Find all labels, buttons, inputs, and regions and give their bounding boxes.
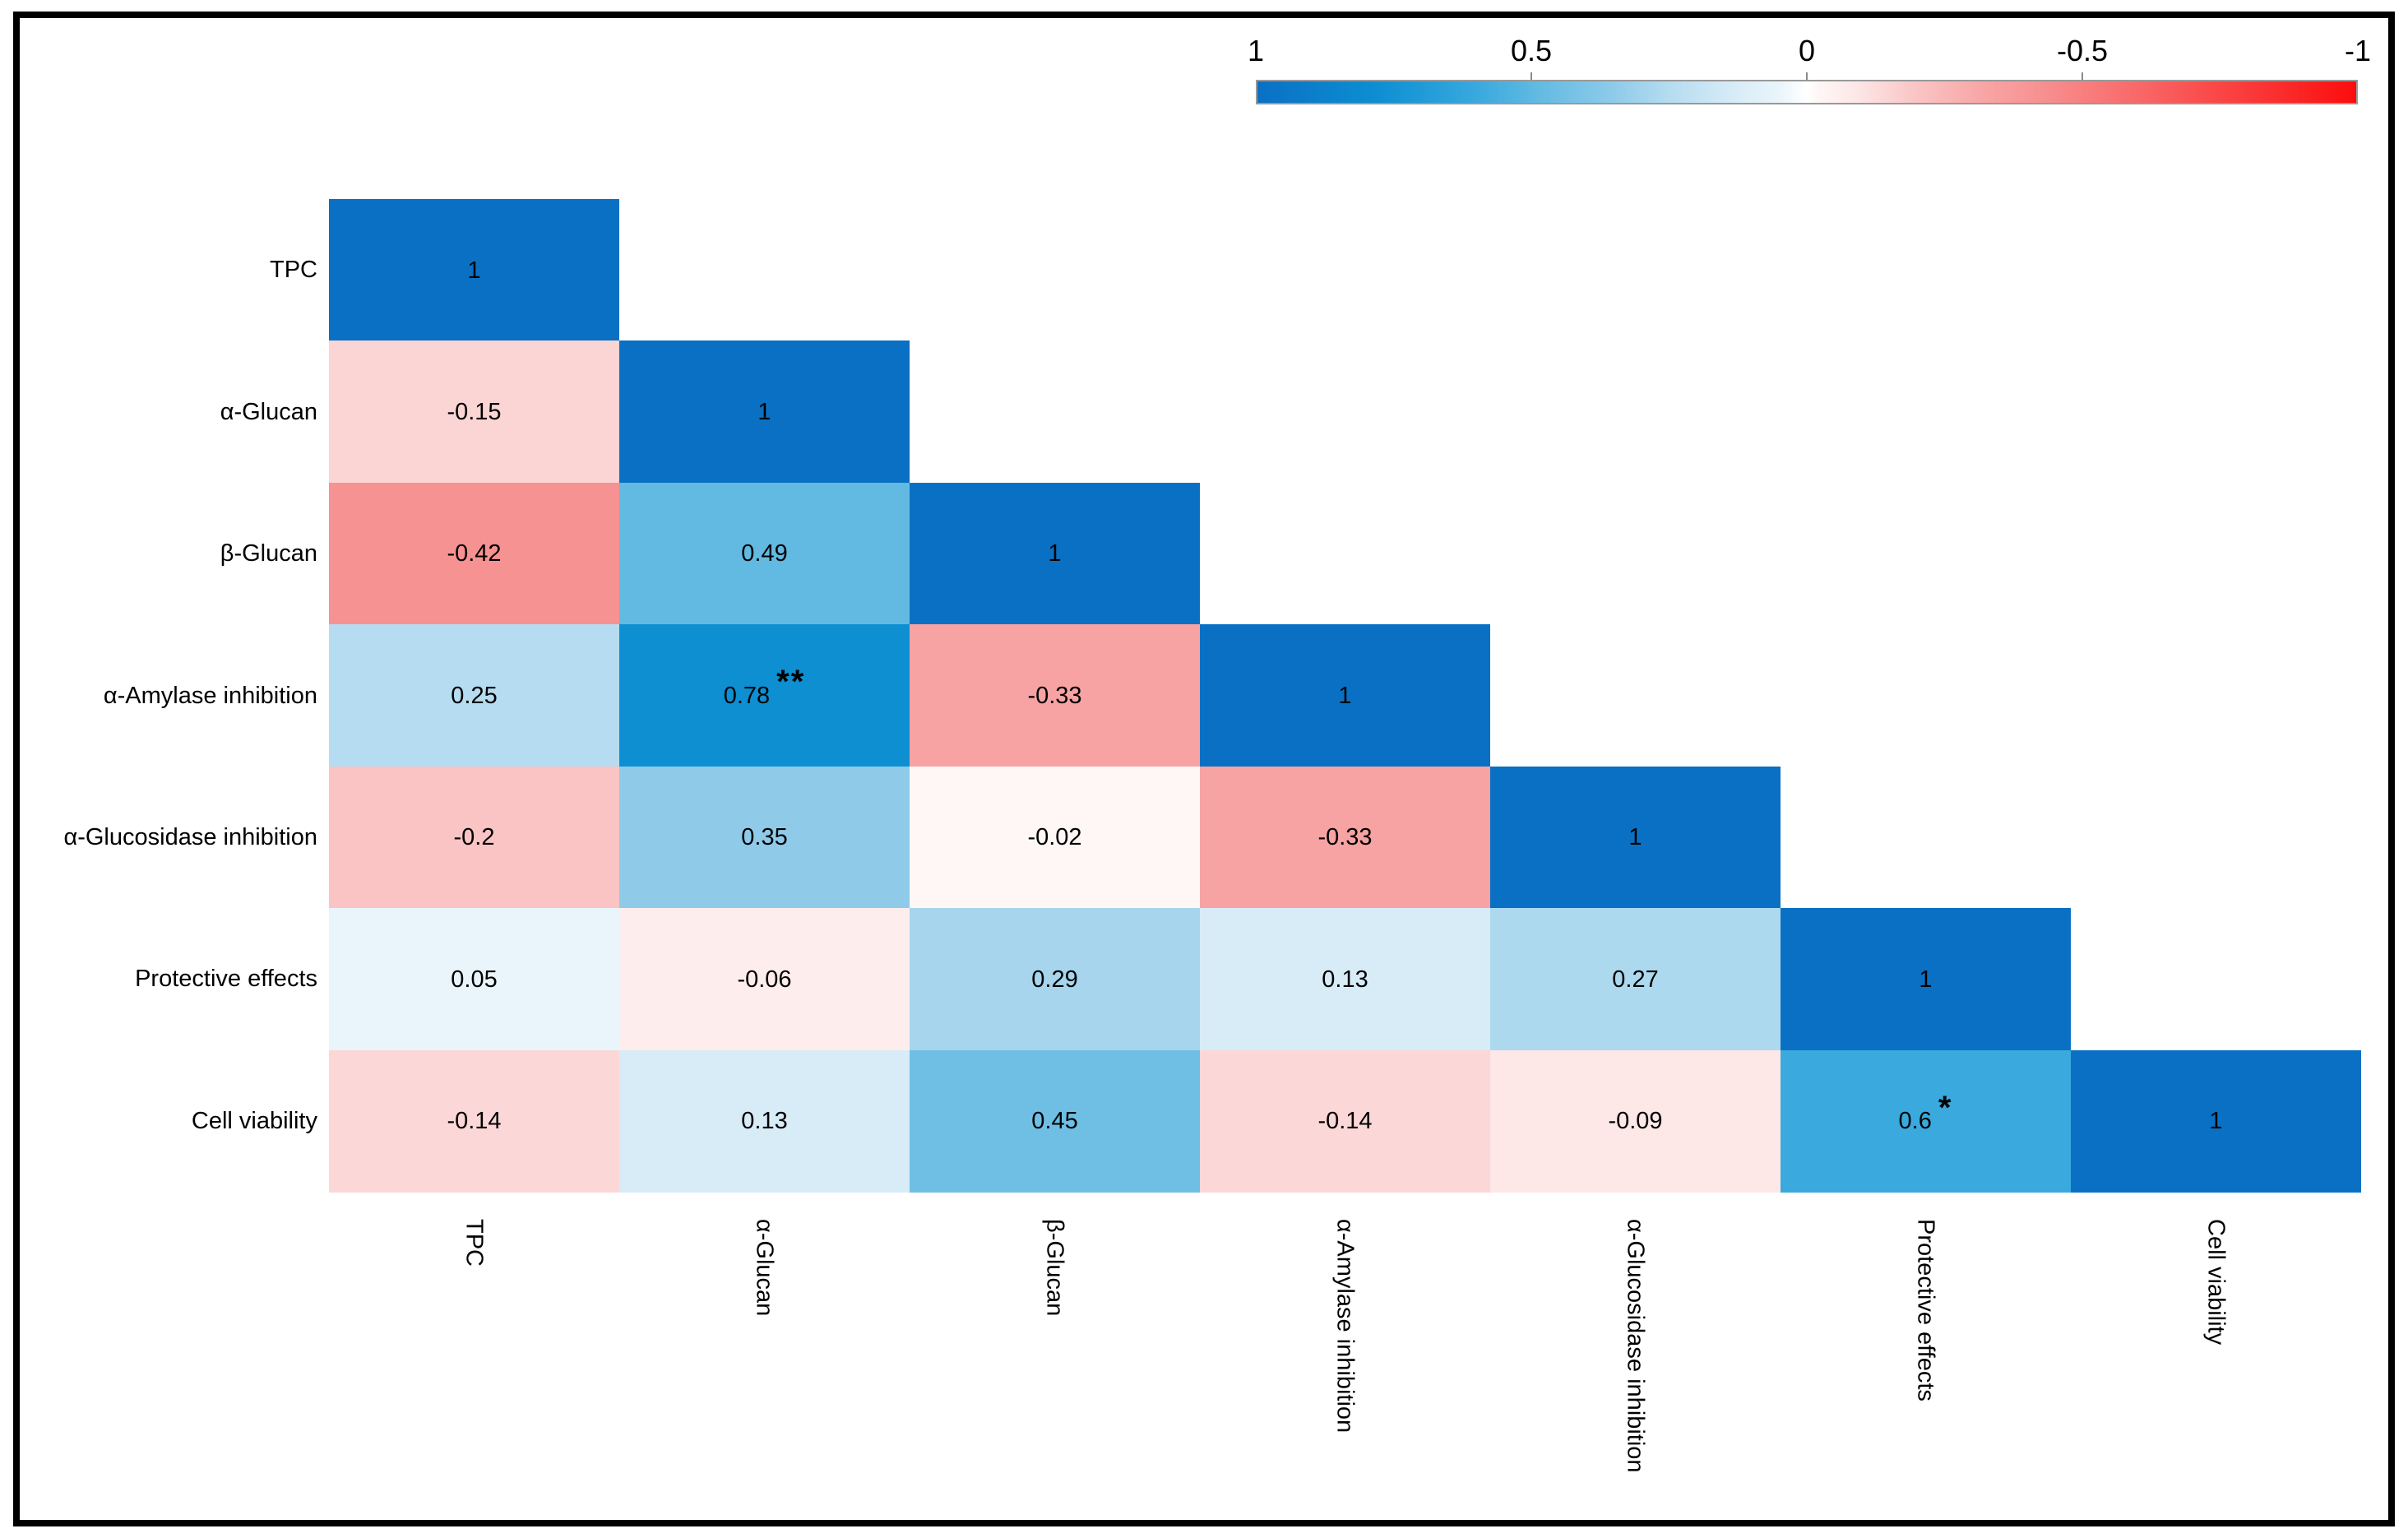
cell-value: 0.27 (1612, 966, 1659, 993)
cell-value: 0.25 (451, 682, 498, 709)
colorbar-tick-label: 0 (1798, 34, 1816, 67)
colorbar-tick-label: -0.5 (2056, 34, 2109, 67)
heatmap-cell: -0.33 (1200, 766, 1490, 909)
significance-marker: * (1938, 1089, 1953, 1126)
cell-value: -0.06 (737, 966, 792, 993)
heatmap-cell: 0.13 (1200, 908, 1490, 1051)
cell-value: -0.42 (447, 540, 502, 567)
cell-value: 0.6 (1898, 1108, 1932, 1135)
heatmap-cell: 1 (1490, 766, 1781, 909)
x-axis-label: α-Glucosidase inhibition (1622, 1219, 1649, 1473)
cell-value: 1 (1338, 682, 1352, 709)
heatmap-cell: 0.6 * (1781, 1049, 2071, 1193)
y-axis-label: Cell viability (191, 1107, 317, 1134)
colorbar-tick-label: 1 (1247, 34, 1265, 67)
heatmap-cell: -0.42 (329, 482, 619, 625)
heatmap-cell: 0.35 (619, 766, 910, 909)
heatmap-cell: -0.09 (1490, 1049, 1781, 1193)
heatmap-cell: 0.27 (1490, 908, 1781, 1051)
heatmap-cell: 1 (329, 199, 619, 342)
cell-value: 1 (757, 398, 771, 425)
cell-value: 1 (1919, 966, 1933, 993)
colorbar-gradient (1256, 80, 2358, 104)
cell-value: 1 (467, 257, 481, 284)
heatmap-cell: 0.05 (329, 908, 619, 1051)
colorbar-tick (1806, 72, 1808, 80)
y-axis-label: α-Amylase inhibition (103, 682, 317, 709)
heatmap-cell: 0.49 (619, 482, 910, 625)
heatmap-cell: 0.13 (619, 1049, 910, 1193)
x-axis-label: Protective effects (1912, 1219, 1939, 1401)
x-axis-label: TPC (461, 1219, 488, 1267)
cell-value: 1 (1048, 540, 1062, 567)
cell-value: 1 (1628, 824, 1642, 851)
cell-value: -0.15 (447, 398, 502, 425)
colorbar-tick (2082, 72, 2083, 80)
colorbar-tick (1530, 72, 1532, 80)
heatmap-cell: -0.14 (1200, 1049, 1490, 1193)
cell-value: 0.13 (1322, 966, 1368, 993)
cell-value: -0.2 (453, 824, 495, 851)
y-axis-label: α-Glucan (220, 398, 317, 425)
cell-value: 0.13 (741, 1108, 788, 1135)
colorbar-tick-label: 0.5 (1510, 34, 1553, 67)
cell-value: 1 (2209, 1108, 2223, 1135)
y-axis-label: α-Glucosidase inhibition (63, 823, 317, 850)
heatmap-cell: 0.29 (910, 908, 1200, 1051)
cell-value: -0.33 (1027, 682, 1082, 709)
x-axis-label: Cell viability (2202, 1219, 2230, 1346)
x-axis-label: α-Glucan (751, 1219, 778, 1317)
x-axis-label: α-Amylase inhibition (1331, 1219, 1359, 1434)
heatmap-cell: -0.14 (329, 1049, 619, 1193)
heatmap-cell: -0.15 (329, 340, 619, 484)
cell-value: 0.49 (741, 540, 788, 567)
heatmap-cell: 0.78 ** (619, 624, 910, 767)
cell-value: 0.35 (741, 824, 788, 851)
heatmap-cell: -0.2 (329, 766, 619, 909)
cell-value: 0.78 (723, 682, 771, 709)
cell-value: 0.45 (1031, 1108, 1078, 1135)
heatmap-cell: 1 (619, 340, 910, 484)
heatmap-cell: 1 (1781, 908, 2071, 1051)
cell-value: 0.05 (451, 966, 498, 993)
colorbar-tick-label: -1 (2344, 34, 2372, 67)
heatmap-cell: 1 (910, 482, 1200, 625)
x-axis-label: β-Glucan (1041, 1219, 1068, 1317)
heatmap-cell: 1 (2071, 1049, 2361, 1193)
heatmap-cell: 0.25 (329, 624, 619, 767)
heatmap-cell: 1 (1200, 624, 1490, 767)
y-axis-label: TPC (270, 257, 317, 284)
cell-value: -0.14 (447, 1108, 502, 1135)
heatmap-cell: -0.06 (619, 908, 910, 1051)
figure-frame (13, 12, 2395, 1526)
y-axis-label: Protective effects (135, 966, 317, 993)
cell-value: -0.09 (1608, 1108, 1663, 1135)
heatmap-cell: -0.02 (910, 766, 1200, 909)
cell-value: -0.33 (1317, 824, 1373, 851)
significance-marker: ** (776, 664, 806, 701)
y-axis-label: β-Glucan (220, 540, 317, 567)
heatmap-cell: 0.45 (910, 1049, 1200, 1193)
cell-value: -0.14 (1317, 1108, 1373, 1135)
cell-value: -0.02 (1027, 824, 1082, 851)
cell-value: 0.29 (1031, 966, 1078, 993)
heatmap-cell: -0.33 (910, 624, 1200, 767)
